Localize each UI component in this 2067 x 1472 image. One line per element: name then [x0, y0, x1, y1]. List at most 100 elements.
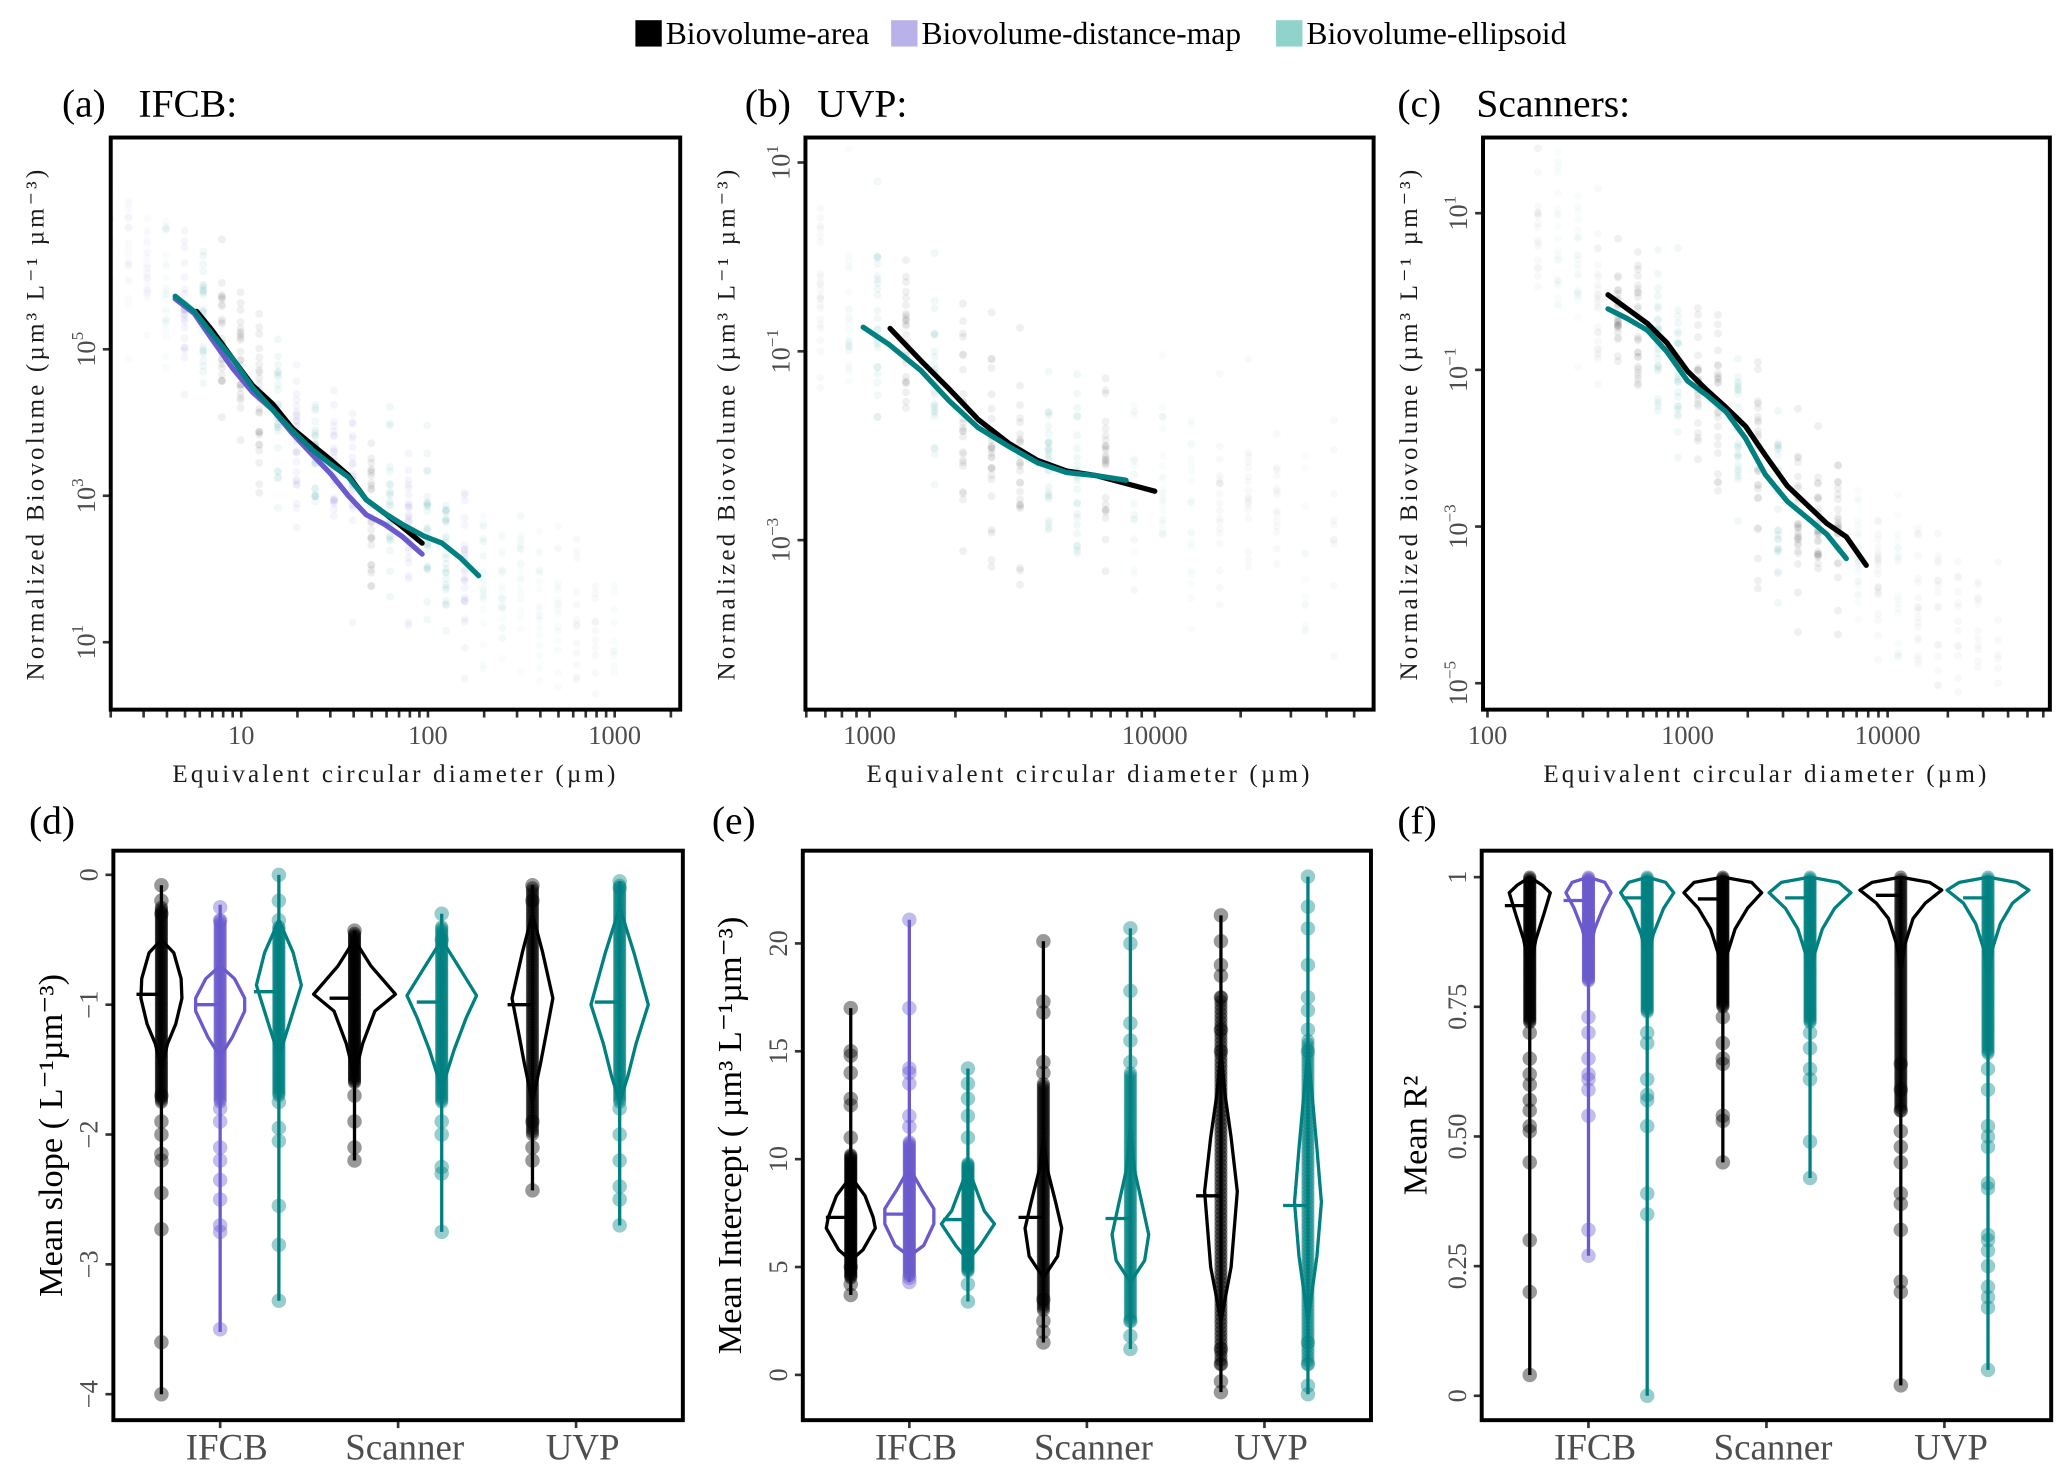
data-point — [213, 1006, 227, 1020]
y-tick-base: 10 — [767, 154, 796, 180]
data-point — [435, 924, 449, 938]
background-point — [1794, 481, 1802, 490]
data-point — [213, 1057, 227, 1071]
data-point — [435, 1019, 449, 1033]
background-point — [1794, 524, 1802, 533]
data-point — [844, 1185, 858, 1199]
data-point — [1123, 1171, 1137, 1185]
background-point — [1694, 366, 1702, 375]
data-point — [961, 1250, 975, 1264]
data-point — [902, 1191, 916, 1205]
background-point — [1994, 664, 2002, 672]
background-point — [1914, 656, 1922, 664]
data-point — [347, 966, 362, 980]
background-point — [329, 512, 338, 521]
background-point — [535, 624, 543, 632]
violin-group — [939, 1061, 997, 1309]
data-point — [435, 980, 449, 994]
data-point — [613, 960, 627, 974]
data-point — [434, 906, 449, 922]
data-point — [1036, 1092, 1050, 1106]
background-point — [255, 430, 264, 439]
background-point — [217, 370, 226, 379]
background-point — [573, 588, 581, 596]
data-point — [1213, 934, 1229, 949]
background-point — [1633, 302, 1642, 311]
background-point — [1633, 381, 1642, 390]
background-point — [1774, 598, 1782, 607]
background-point — [404, 621, 413, 630]
background-point — [1613, 317, 1622, 326]
data-point — [1036, 1278, 1050, 1292]
data-point — [347, 1004, 362, 1018]
y-tick-label: 10−1 — [1440, 348, 1473, 393]
data-point — [525, 1012, 540, 1026]
data-point — [347, 926, 362, 940]
data-point — [213, 1073, 227, 1087]
data-point — [347, 974, 362, 988]
background-point — [1994, 558, 2002, 566]
background-point — [423, 500, 432, 509]
data-point — [1036, 1119, 1050, 1134]
data-point — [347, 998, 362, 1012]
background-point — [535, 631, 543, 639]
background-point — [460, 545, 469, 554]
data-point — [213, 982, 227, 996]
data-point — [525, 1119, 540, 1133]
background-point — [1534, 257, 1542, 265]
data-point — [613, 1018, 627, 1032]
background-point — [987, 354, 996, 363]
background-point — [1613, 357, 1622, 366]
background-point — [442, 583, 450, 592]
data-point — [154, 1071, 169, 1085]
background-point — [1044, 495, 1053, 503]
data-point — [347, 1044, 362, 1058]
data-point — [613, 1013, 627, 1027]
background-point — [292, 468, 301, 477]
data-point — [844, 1268, 858, 1282]
data-point — [525, 889, 540, 903]
data-point — [843, 1259, 858, 1275]
data-point — [613, 967, 627, 981]
background-point — [292, 416, 301, 425]
background-point — [292, 407, 301, 416]
data-point — [1036, 1228, 1050, 1242]
data-point — [347, 1029, 362, 1043]
background-point — [788, 294, 796, 302]
data-point — [1214, 1145, 1228, 1159]
data-point — [435, 951, 449, 965]
background-point — [143, 270, 151, 278]
data-point — [1123, 1303, 1137, 1317]
background-point — [125, 300, 133, 308]
background-point — [1674, 405, 1682, 414]
data-point — [347, 973, 362, 987]
background-point — [1301, 464, 1309, 472]
x-tick-label: 10000 — [1122, 721, 1188, 750]
data-point — [347, 1009, 362, 1023]
background-point — [292, 360, 301, 369]
background-point — [273, 423, 282, 432]
data-point — [961, 1200, 975, 1214]
background-point — [554, 669, 562, 677]
violin-group — [136, 877, 184, 1402]
data-point — [212, 900, 228, 915]
data-point — [902, 1153, 916, 1167]
background-point — [199, 280, 208, 289]
category-label: Scanner — [345, 1427, 464, 1468]
data-point — [1893, 1056, 1909, 1072]
data-point — [272, 1058, 286, 1073]
panel-title: IFCB: — [138, 81, 237, 125]
background-point — [1613, 321, 1622, 330]
background-point — [1894, 530, 1902, 538]
background-point — [442, 559, 450, 568]
background-point — [788, 258, 796, 266]
background-point — [1674, 402, 1682, 410]
data-point — [844, 1181, 858, 1195]
data-point — [272, 937, 286, 951]
data-point — [961, 1156, 975, 1171]
data-point — [961, 1235, 975, 1250]
x-tick-label: 100 — [1468, 721, 1508, 750]
background-point — [498, 550, 506, 558]
data-point — [1214, 1349, 1228, 1363]
